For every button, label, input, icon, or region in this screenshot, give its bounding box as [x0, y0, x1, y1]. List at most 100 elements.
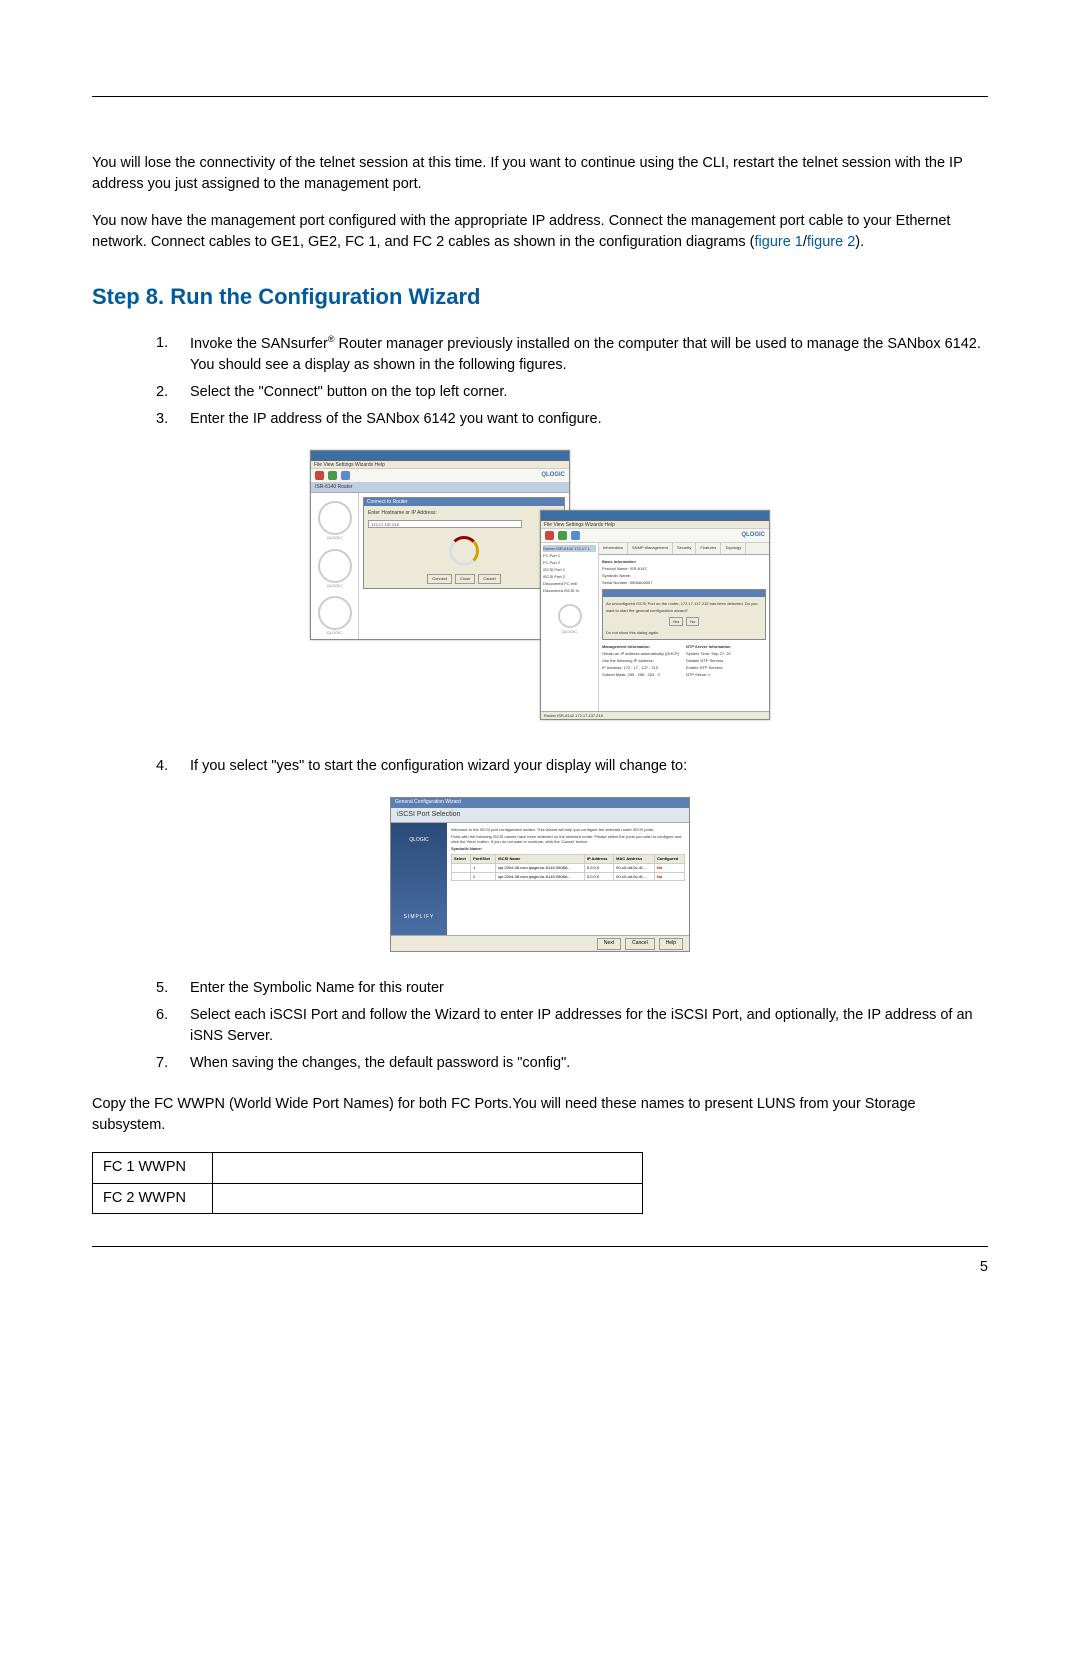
- step-num: 2.: [156, 382, 168, 403]
- cell-configured: No: [654, 863, 684, 872]
- sansurfer-window-main: File View Settings Wizards Help QLOGIC R…: [540, 510, 770, 720]
- step-num: 6.: [156, 1005, 168, 1026]
- figure2-link[interactable]: figure 2: [807, 234, 855, 250]
- connect-dialog: Connect to Router Enter Hostname or IP A…: [363, 497, 565, 589]
- top-rule: [92, 96, 988, 97]
- refresh-icon: [571, 531, 580, 540]
- main-panel: Connect to Router Enter Hostname or IP A…: [359, 493, 569, 639]
- basic-info-title: Basic Information: [602, 558, 766, 565]
- static-option: Use the following IP address:: [602, 657, 682, 664]
- mask-label: Subnet Mask:: [602, 672, 626, 677]
- wizard-header: iSCSI Port Selection: [391, 808, 689, 823]
- steps-list-4: 4. If you select "yes" to start the conf…: [92, 756, 988, 777]
- step-4: 4. If you select "yes" to start the conf…: [156, 756, 988, 777]
- screenshot-2: General Configuration Wizard iSCSI Port …: [92, 797, 988, 953]
- ntp-disable: Disable NTP Servers: [686, 657, 766, 664]
- screenshot-1: File View Settings Wizards Help QLOGIC I…: [92, 450, 988, 730]
- side-ring-label: QLOGIC: [318, 535, 352, 541]
- side-ring-label: QLOGIC: [318, 583, 352, 589]
- systime-label: System Time:: [686, 651, 710, 656]
- step-text: Enter the IP address of the SANbox 6142 …: [190, 411, 602, 427]
- tabs: Information SNMP Management Security Fea…: [599, 543, 769, 555]
- cancel-button: Cancel: [625, 938, 655, 949]
- help-button: Help: [659, 938, 683, 949]
- step-text: Select the "Connect" button on the top l…: [190, 384, 507, 400]
- cell-port: 2: [471, 872, 496, 881]
- step-text: Enter the Symbolic Name for this router: [190, 980, 444, 996]
- wizard-sidebar: QLOGIC SIMPLIFY: [391, 823, 447, 935]
- step-1: 1. Invoke the SANsurfer® Router manager …: [156, 333, 988, 376]
- spinner-icon: [449, 536, 479, 566]
- dialog-label: Enter Hostname or IP Address:: [368, 510, 560, 517]
- para2-text-b: ).: [855, 234, 864, 250]
- wizard-title: [603, 590, 765, 597]
- step-num: 1.: [156, 333, 168, 354]
- step-text: If you select "yes" to start the configu…: [190, 758, 687, 774]
- tree-item: FC Port 1: [543, 552, 596, 559]
- tab-features: Features: [696, 543, 721, 554]
- ip-label: IP Address:: [602, 665, 622, 670]
- yes-button: Yes: [669, 617, 684, 626]
- dialog-title: Connect to Router: [364, 498, 564, 506]
- steps-list-a: 1. Invoke the SANsurfer® Router manager …: [92, 333, 988, 430]
- table-row: FC 1 WWPN: [93, 1153, 643, 1183]
- connect-icon: [545, 531, 554, 540]
- qlogic-logo: QLOGIC: [741, 531, 765, 540]
- step-text: When saving the changes, the default pas…: [190, 1055, 570, 1071]
- tree-root: Router ISR-6142 172.17.1: [543, 545, 596, 552]
- tree-item: Discovered FC Initi: [543, 580, 596, 587]
- next-button: Next: [597, 938, 621, 949]
- wizard-prompt: An unconfigured iSCSI Port on the router…: [602, 589, 766, 640]
- wizard-question: An unconfigured iSCSI Port on the router…: [606, 600, 762, 614]
- cell-select: [452, 872, 471, 881]
- table-row: 1 iqn.2004-08.com.qlogic:isr-6140.0508A.…: [452, 863, 685, 872]
- tree-item: Discovered iSCSI In: [543, 587, 596, 594]
- paragraph-1: You will lose the connectivity of the te…: [92, 153, 988, 195]
- no-button: No: [686, 617, 699, 626]
- fc2-wwpn-value: [213, 1183, 643, 1213]
- side-ring-icon: [318, 596, 352, 630]
- step-num: 4.: [156, 756, 168, 777]
- nav-tree: Router ISR-6142 172.17.1 FC Port 1 FC Po…: [541, 543, 599, 711]
- status-strip: ISR-6140 Router: [311, 483, 569, 493]
- fc2-wwpn-label: FC 2 WWPN: [93, 1183, 213, 1213]
- refresh-icon: [341, 471, 350, 480]
- table-row: 2 iqn.2004-08.com.qlogic:isr-6140.0508A.…: [452, 872, 685, 881]
- side-ring-icon: [318, 501, 352, 535]
- step8-heading: Step 8. Run the Configuration Wizard: [92, 281, 988, 313]
- step-6: 6. Select each iSCSI Port and follow the…: [156, 1005, 988, 1047]
- cell-ip: 0.0.0.0: [584, 872, 613, 881]
- tree-item: FC Port 2: [543, 559, 596, 566]
- figure1-link[interactable]: figure 1: [755, 234, 803, 250]
- fc1-wwpn-label: FC 1 WWPN: [93, 1153, 213, 1183]
- ntp-info-title: NTP Server Information: [686, 643, 766, 650]
- side-ring-icon: [318, 549, 352, 583]
- symbolic-name-label: Symbolic Name:: [451, 846, 685, 851]
- info-value: 0508A00007: [630, 580, 653, 585]
- side-ring-label: QLOGIC: [543, 628, 596, 635]
- cancel-button: Cancel: [478, 574, 500, 584]
- dhcp-option: Obtain an IP address automatically (DHCP…: [602, 650, 682, 657]
- titlebar: [311, 451, 569, 461]
- titlebar: [541, 511, 769, 521]
- toolbar: QLOGIC: [311, 469, 569, 483]
- close-button: Close: [455, 574, 475, 584]
- step-num: 5.: [156, 978, 168, 999]
- wizard-intro-1: Welcome to the iSCSI port configuration …: [451, 827, 685, 832]
- info-panel: Basic Information Product Name: ISR-6142…: [599, 555, 769, 681]
- page-number: 5: [92, 1257, 988, 1278]
- side-panel: QLOGIC QLOGIC QLOGIC: [311, 493, 359, 639]
- blank-space: [451, 881, 685, 931]
- wizard-titlebar: General Configuration Wizard: [391, 798, 689, 808]
- mask-value: 255 . 255 . 254 . 0: [628, 672, 660, 677]
- info-label: Serial Number:: [602, 580, 629, 585]
- cell-mac: 00-c0-dd-0c-4f-...: [614, 872, 655, 881]
- wizard-intro-2: Ports with the following iSCSI names hav…: [451, 834, 685, 844]
- step-text-before: Invoke the SANsurfer: [190, 336, 328, 352]
- wwpn-table: FC 1 WWPN FC 2 WWPN: [92, 1152, 643, 1213]
- paragraph-2: You now have the management port configu…: [92, 211, 988, 253]
- step-7: 7. When saving the changes, the default …: [156, 1053, 988, 1074]
- toolbar: QLOGIC: [541, 529, 769, 543]
- tab-information: Information: [599, 543, 628, 554]
- viewlogs-icon: [328, 471, 337, 480]
